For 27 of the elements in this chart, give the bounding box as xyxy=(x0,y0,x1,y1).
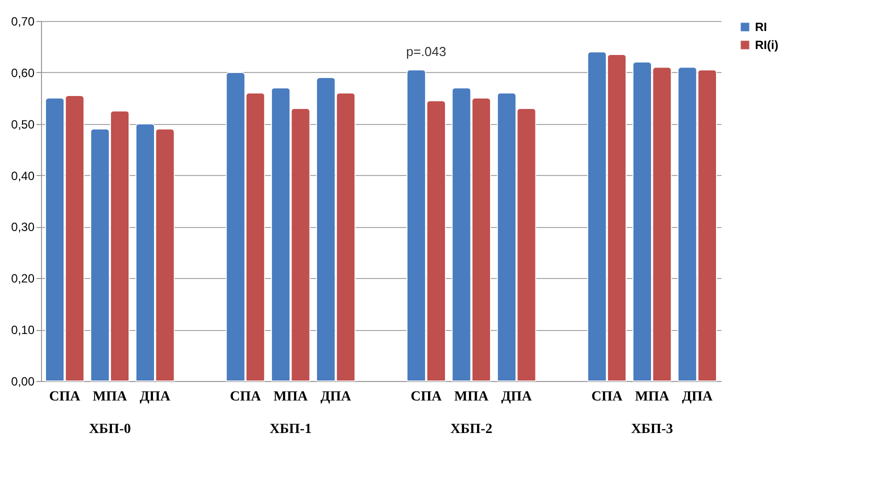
x-tick-label: МПА xyxy=(454,390,490,404)
annotation: p=.043 xyxy=(406,44,446,59)
text: ХБП-1 xyxy=(270,422,312,437)
x-tick-label: ДПА xyxy=(140,390,172,404)
text: ХБП-3 xyxy=(631,422,674,437)
y-tick-label: 0,10 xyxy=(11,323,35,338)
y-tick-label: 0,00 xyxy=(11,374,35,388)
x-tick-label: СПА xyxy=(410,390,443,404)
x-tick-label: МПА xyxy=(274,390,309,404)
x-tick-label: ДПА xyxy=(682,390,714,404)
y-tick-label: 0,70 xyxy=(11,14,35,28)
y-tick-label: 0,40 xyxy=(11,168,35,183)
text: ХБП-2 xyxy=(450,422,492,437)
legend-label: RI(i) xyxy=(755,38,778,52)
y-tick-label: 0,50 xyxy=(11,117,35,132)
y-tick-label: 0,30 xyxy=(11,220,35,234)
x-tick-label: МПА xyxy=(92,390,128,404)
legend-label: RI xyxy=(755,20,767,34)
text: ХБП-0 xyxy=(88,422,131,437)
y-tick-label: 0,60 xyxy=(11,66,35,80)
x-tick-label: ДПА xyxy=(501,390,533,404)
x-tick-label: СПА xyxy=(591,390,624,404)
y-tick-label: 0,20 xyxy=(11,272,35,286)
x-tick-label: СПА xyxy=(230,390,262,404)
x-tick-label: ДПА xyxy=(320,390,352,404)
x-tick-label: МПА xyxy=(634,390,670,404)
x-tick-label: СПА xyxy=(49,390,82,404)
